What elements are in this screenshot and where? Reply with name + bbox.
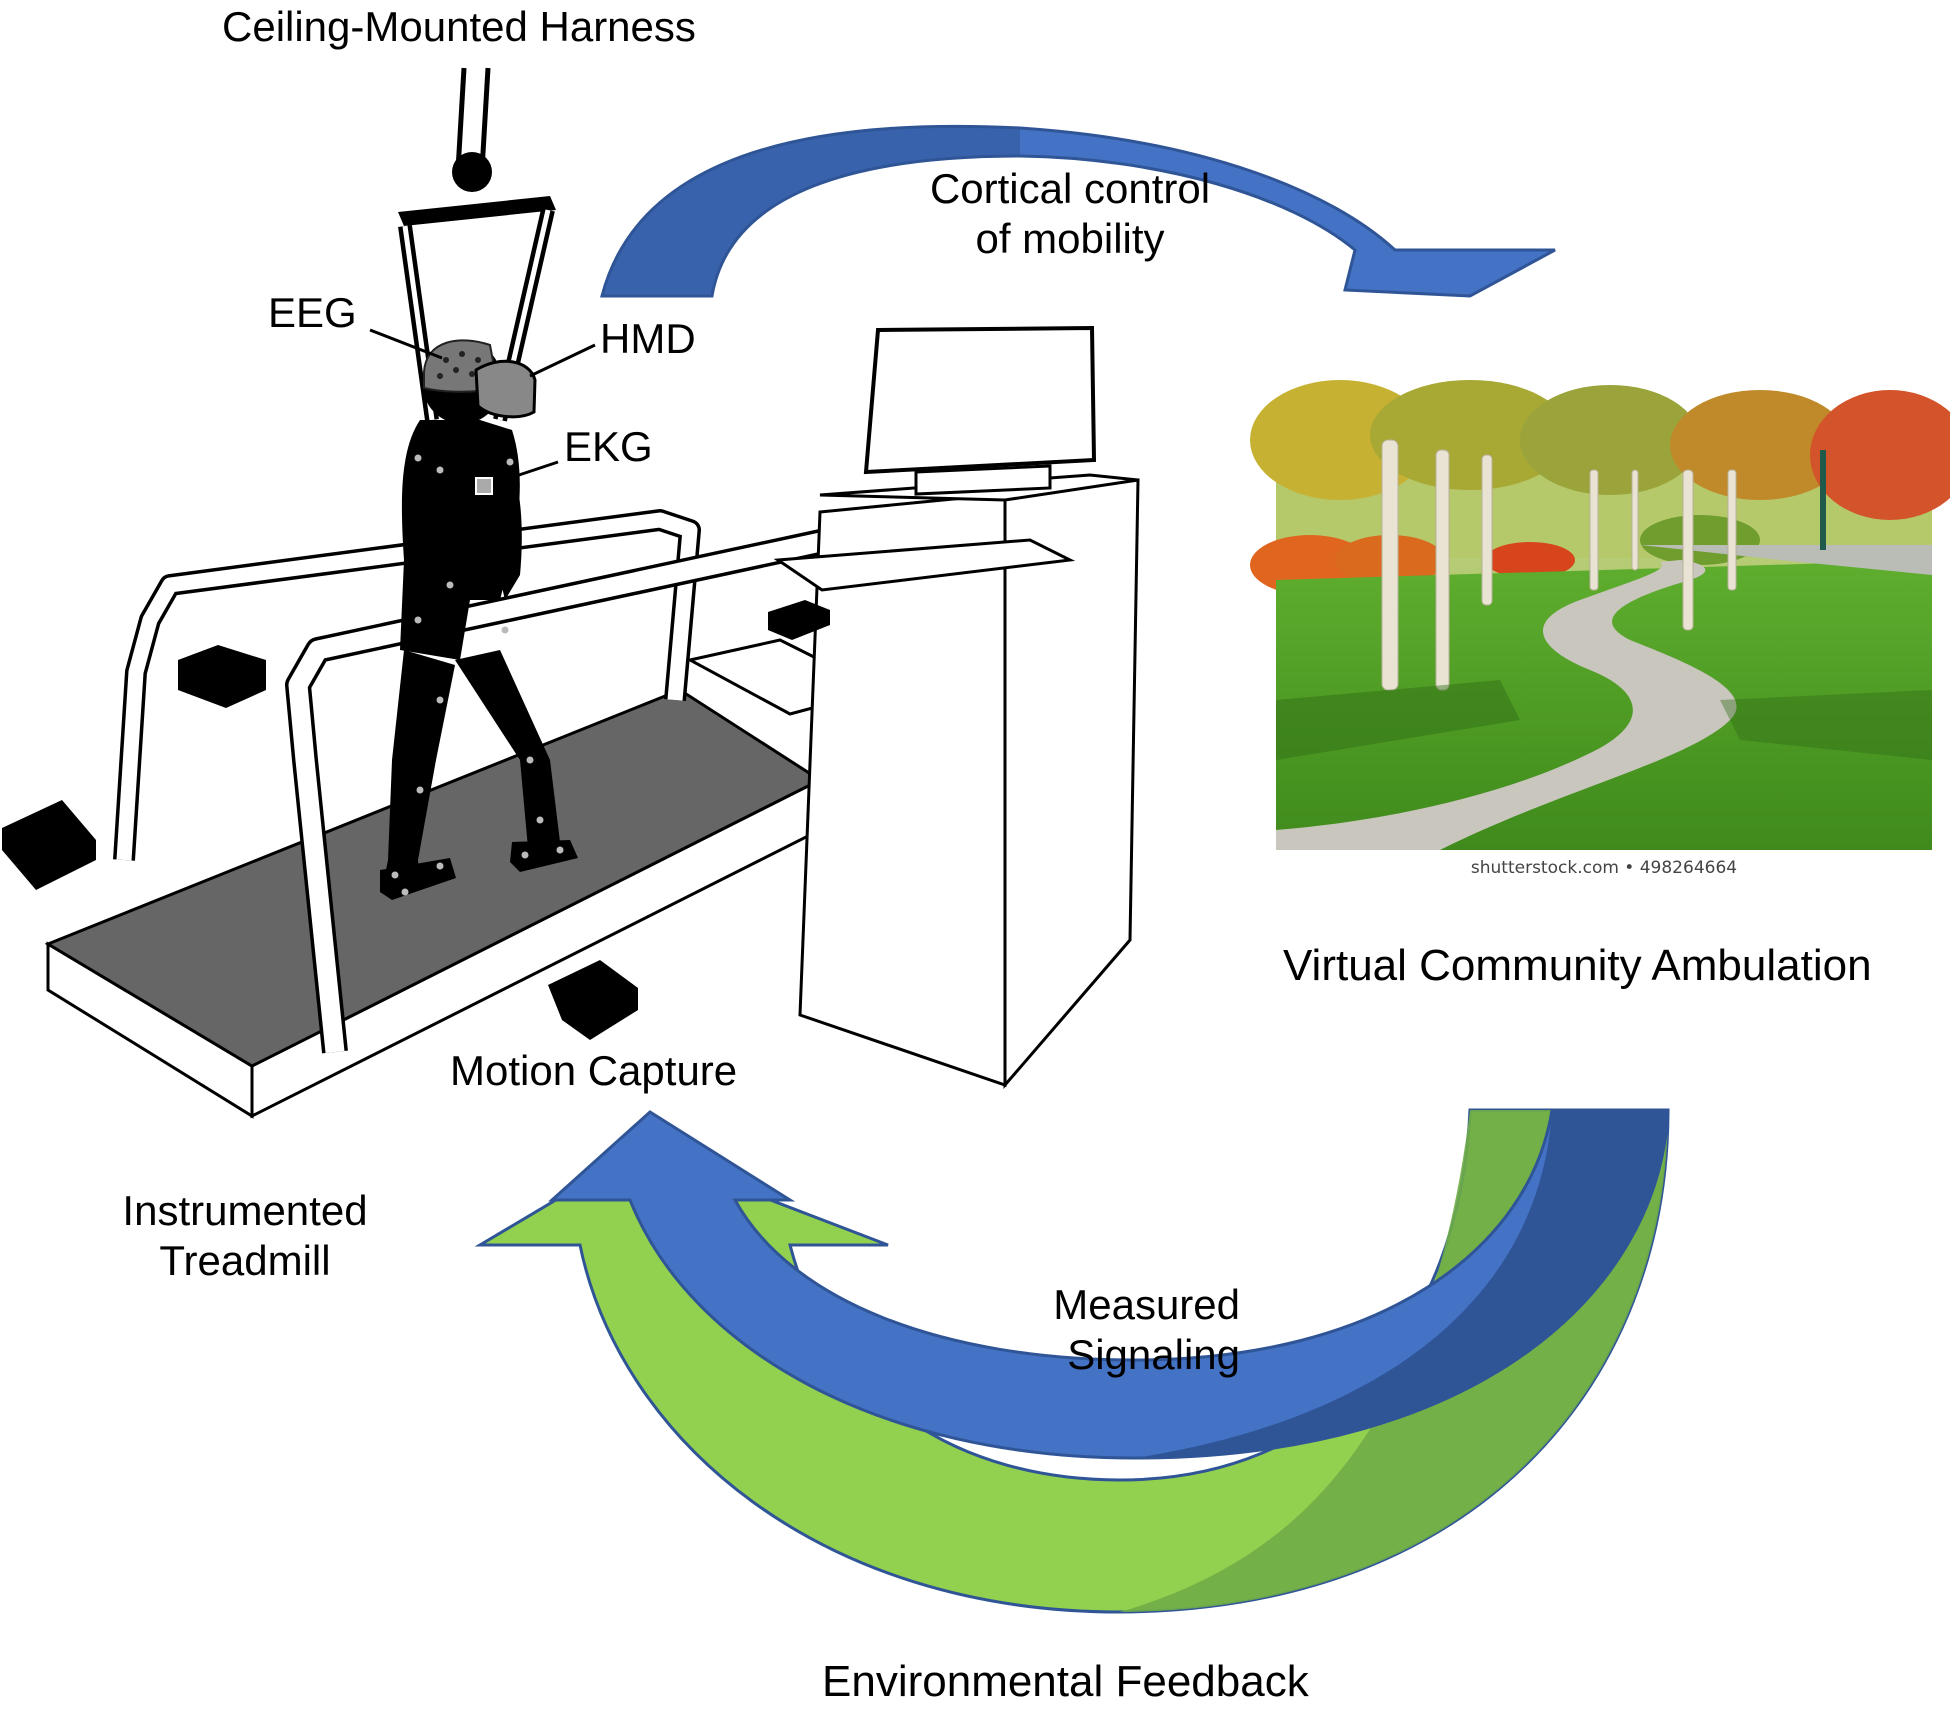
camera-icon	[178, 645, 266, 708]
treadmill-label-line1: Instrumented	[122, 1187, 368, 1234]
environmental-feedback-label: Environmental Feedback	[822, 1657, 1309, 1706]
ekg-label: EKG	[564, 423, 653, 470]
camera-icon	[548, 960, 638, 1040]
hmd-headset	[474, 359, 537, 419]
cortical-label-line1: Cortical control	[929, 165, 1211, 212]
measured-signaling-label: Measured Signaling	[990, 1280, 1240, 1381]
cortical-label-line2: of mobility	[975, 215, 1165, 263]
measured-label-line1: Measured	[1053, 1281, 1240, 1328]
virtual-ambulation-label: Virtual Community Ambulation	[1283, 941, 1872, 990]
camera-icon	[2, 800, 96, 890]
label-pointers	[369, 328, 596, 480]
measured-signaling-arrow	[548, 1108, 1670, 1460]
eeg-label: EEG	[268, 289, 357, 336]
monitor	[863, 325, 1097, 475]
motion-capture-cameras	[2, 600, 830, 1040]
motion-capture-label: Motion Capture	[450, 1047, 738, 1094]
cortical-arrow	[600, 124, 1556, 298]
hmd-label: HMD	[600, 315, 696, 362]
ekg-sensor	[475, 477, 493, 495]
camera-icon	[768, 600, 830, 640]
virtual-park-photo	[1250, 380, 1950, 850]
treadmill-label: Instrumented Treadmill	[90, 1186, 400, 1287]
treadmill-label-line2: Treadmill	[159, 1237, 331, 1285]
cortical-label: Cortical control of mobility	[880, 164, 1260, 265]
measured-label-line2: Signaling	[1067, 1331, 1240, 1379]
photo-credit: shutterstock.com • 498264664	[1470, 858, 1738, 878]
harness-label: Ceiling-Mounted Harness	[222, 3, 696, 50]
computer-console	[773, 325, 1140, 1090]
person-silhouette	[380, 339, 578, 900]
